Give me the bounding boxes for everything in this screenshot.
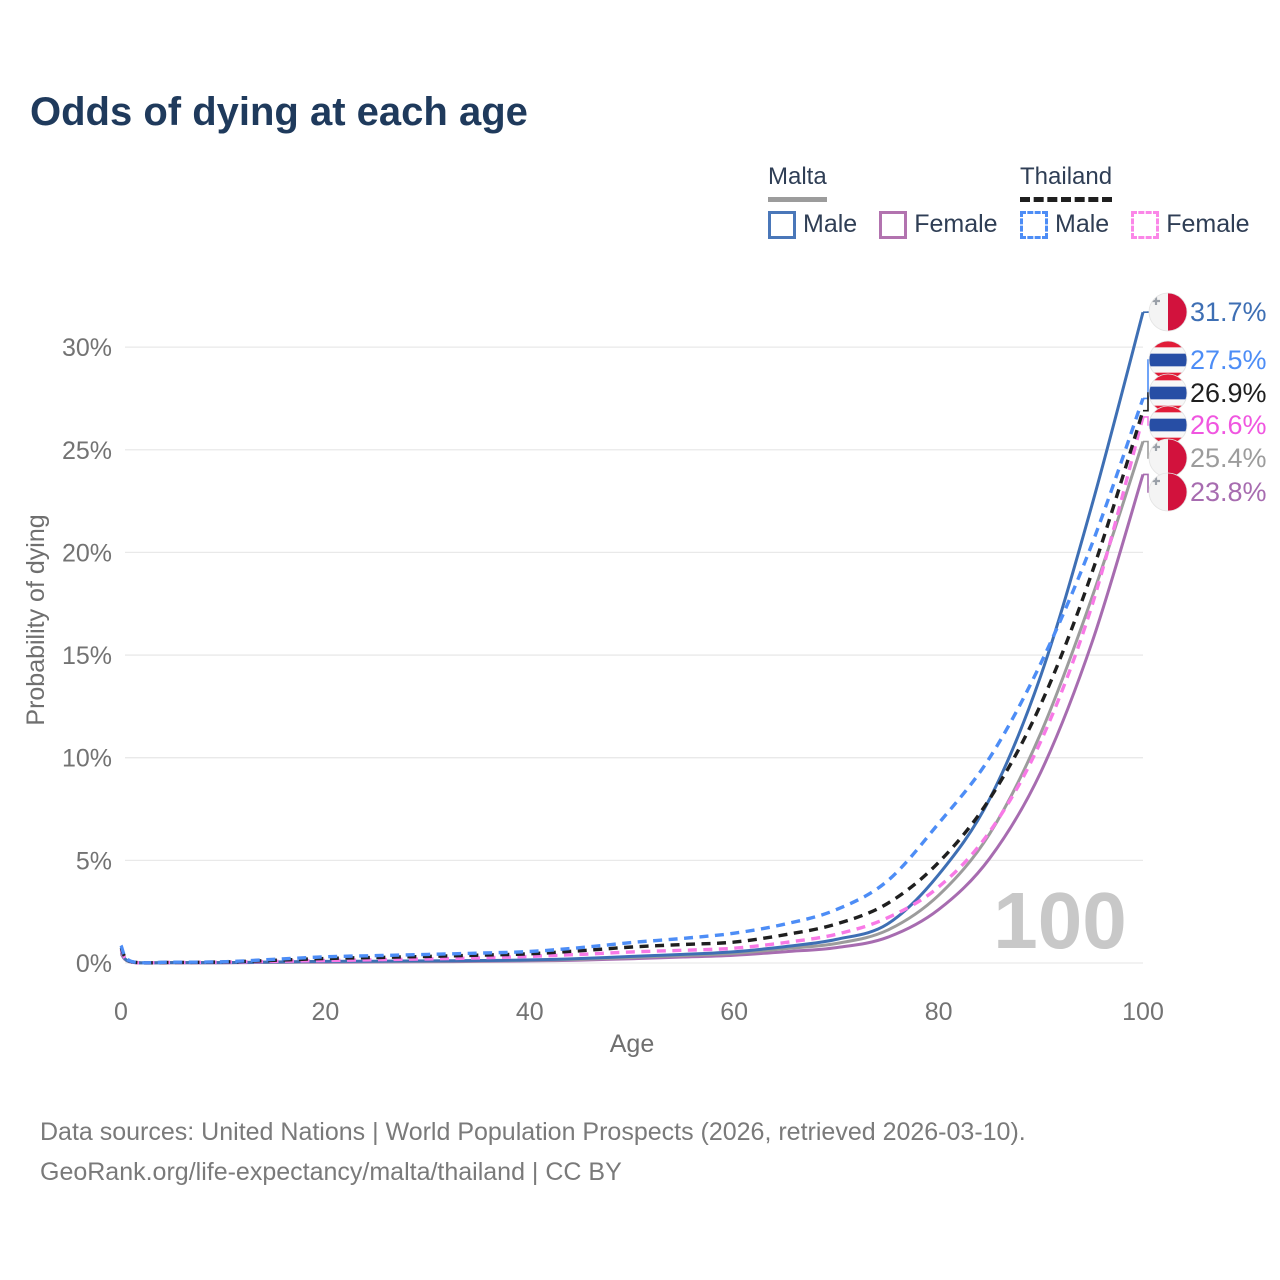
legend-item-label: Male xyxy=(803,210,858,238)
y-tick-label: 10% xyxy=(62,745,112,773)
legend-item-label: Female xyxy=(914,210,998,238)
legend-item-malta-male[interactable]: Male xyxy=(768,210,857,239)
y-tick-label: 20% xyxy=(62,539,112,567)
end-value-thailand-female: 26.6% xyxy=(1190,410,1267,440)
chart-series xyxy=(119,311,1145,965)
legend-country-malta[interactable]: Malta xyxy=(768,163,827,202)
y-tick-label: 0% xyxy=(76,950,112,978)
flag-icon-malta xyxy=(1148,292,1188,332)
legend-group-malta: Malta Male Female xyxy=(768,163,998,239)
series-line-thailand-all[interactable] xyxy=(119,410,1145,965)
x-tick-label: 60 xyxy=(720,998,748,1026)
end-value-malta-all: 25.4% xyxy=(1190,443,1267,473)
series-line-thailand-female[interactable] xyxy=(119,416,1145,965)
end-value-malta-female: 23.8% xyxy=(1190,477,1267,507)
hover-age-watermark: 100 xyxy=(993,876,1126,965)
legend-country-thailand[interactable]: Thailand xyxy=(1020,163,1113,202)
x-axis-title: Age xyxy=(610,1030,654,1058)
end-value-thailand-all: 26.9% xyxy=(1190,378,1267,408)
legend-item-thailand-female[interactable]: Female xyxy=(1131,210,1250,239)
x-tick-label: 40 xyxy=(516,998,544,1026)
chart-gridlines: 0% 5% 10% 15% 20% 25% 30% xyxy=(62,334,1143,978)
end-labels: 31.7% 27.5%26.9%26.6%25.4% 23.8% xyxy=(1143,292,1267,512)
mortality-line-chart: 0% 5% 10% 15% 20% 25% 30% 0 20 40 60 80 100 Age Probab… xyxy=(22,292,1267,1058)
malta-female-swatch-icon xyxy=(879,210,908,239)
series-line-malta-female[interactable] xyxy=(119,473,1145,965)
footer: Data sources: United Nations | World Pop… xyxy=(40,1112,1026,1192)
chart-axes: 0 20 40 60 80 100 Age Probability of dying xyxy=(22,514,1164,1058)
y-tick-label: 5% xyxy=(76,847,112,875)
series-line-thailand-male[interactable] xyxy=(119,397,1145,965)
y-axis-title: Probability of dying xyxy=(22,514,50,725)
legend-item-malta-female[interactable]: Female xyxy=(879,210,998,239)
y-tick-label: 15% xyxy=(62,642,112,670)
series-line-malta-all[interactable] xyxy=(119,441,1145,965)
malta-male-swatch-icon xyxy=(768,210,796,239)
x-tick-label: 20 xyxy=(311,998,339,1026)
end-value-malta-male: 31.7% xyxy=(1190,297,1267,327)
data-sources-line: Data sources: United Nations | World Pop… xyxy=(40,1118,1026,1146)
attribution-line: GeoRank.org/life-expectancy/malta/thaila… xyxy=(40,1158,622,1186)
flag-icon-malta xyxy=(1148,472,1188,512)
thailand-male-swatch-icon xyxy=(1020,210,1048,239)
thailand-female-swatch-icon xyxy=(1131,210,1160,239)
end-value-thailand-male: 27.5% xyxy=(1190,345,1267,375)
x-tick-label: 100 xyxy=(1122,998,1164,1026)
series-line-malta-male[interactable] xyxy=(119,311,1145,965)
x-tick-label: 0 xyxy=(114,998,128,1026)
y-tick-label: 30% xyxy=(62,334,112,362)
legend-item-thailand-male[interactable]: Male xyxy=(1020,210,1109,239)
page-title: Odds of dying at each age xyxy=(30,90,528,134)
flag-icon-malta xyxy=(1148,438,1188,478)
legend-item-label: Female xyxy=(1166,210,1250,238)
y-tick-label: 25% xyxy=(62,437,112,465)
legend-item-label: Male xyxy=(1055,210,1110,238)
legend-group-thailand: Thailand Male Female xyxy=(1020,163,1250,239)
x-tick-label: 80 xyxy=(925,998,953,1026)
